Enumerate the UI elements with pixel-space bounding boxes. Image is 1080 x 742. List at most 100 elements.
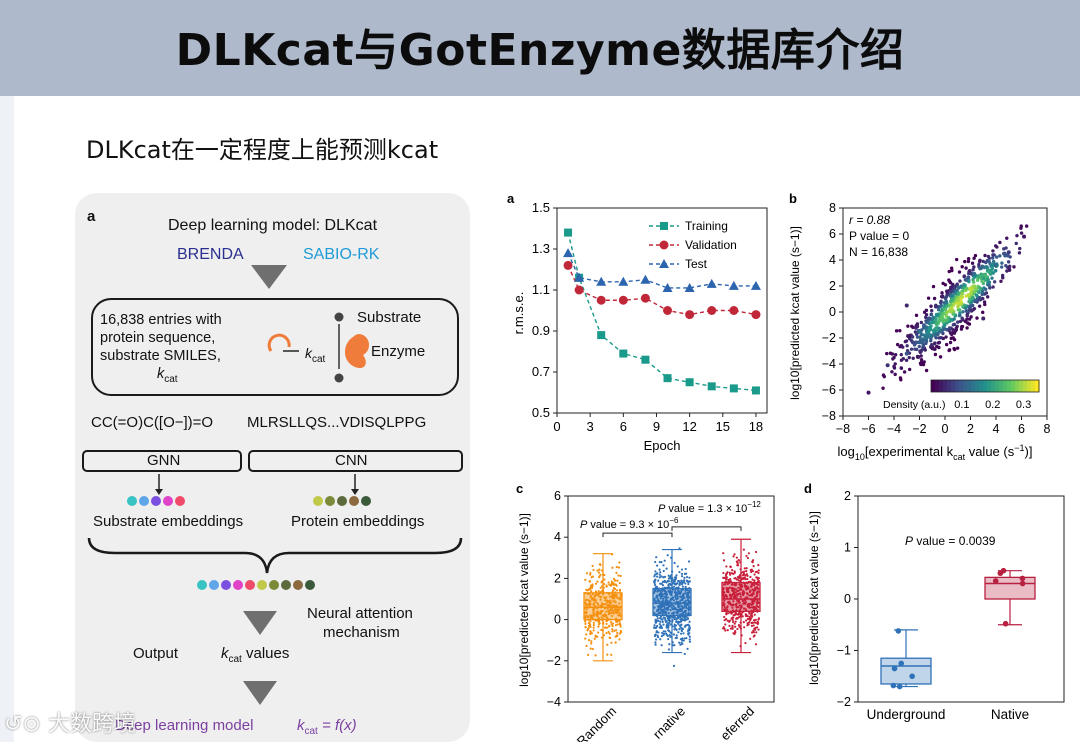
- chart-b-point: [955, 346, 960, 350]
- chart-b-point: [965, 312, 969, 317]
- chart-c-point-alternative: [677, 592, 681, 595]
- chart-c-point-random: [588, 580, 591, 583]
- chart-c-point-alternative: [684, 612, 687, 615]
- substrate-dot-icon: [334, 312, 344, 322]
- chart-b-point: [951, 312, 955, 316]
- chart-b-point: [1006, 254, 1010, 258]
- chart-c-point-preferred: [756, 577, 759, 581]
- chart-c-point-alternative: [659, 597, 662, 600]
- chart-c-point-preferred: [753, 579, 756, 582]
- chart-b-point: [951, 293, 955, 298]
- chart-d-panel-label: d: [804, 481, 812, 496]
- chart-c-point-preferred: [754, 606, 757, 609]
- chart-c-point-alternative: [664, 596, 667, 599]
- chart-b-point: [940, 295, 945, 299]
- chart-c-point-random: [584, 619, 587, 622]
- chart-b-point: [963, 259, 967, 264]
- chart-c-point-random: [618, 589, 622, 592]
- chart-c-point-random: [586, 628, 589, 631]
- chart-c-point-alternative: [656, 590, 659, 593]
- chart-c-point-preferred: [734, 588, 738, 591]
- chart-b-point: [963, 319, 968, 324]
- chart-c-point-preferred: [755, 576, 758, 579]
- chart-b-point: [948, 340, 953, 345]
- chart-b-point: [940, 329, 944, 333]
- chart-b-point: [933, 305, 938, 309]
- chart-c-point-alternative: [671, 596, 675, 599]
- chart-b-colorbar-segment: [935, 380, 940, 392]
- chart-c-point-random: [592, 629, 595, 632]
- chart-c-point-preferred: [726, 612, 730, 615]
- chart-a-point-training: [685, 378, 694, 387]
- chart-c-point-alternative: [653, 575, 656, 578]
- chart-b-colorbar-segment: [1035, 380, 1040, 392]
- chart-b-point: [969, 315, 973, 319]
- chart-d-box-underground: [880, 657, 932, 685]
- chart-a-point-test: [596, 276, 607, 286]
- chart-c-point-alternative: [680, 575, 684, 578]
- chart-c-point-alternative: [683, 604, 687, 607]
- chart-b-point: [881, 373, 886, 377]
- chart-c-point-random: [606, 607, 609, 611]
- chart-c-point-alternative: [683, 576, 686, 579]
- chart-c-point-random: [600, 616, 603, 619]
- chart-c-point-alternative: [678, 580, 681, 583]
- chart-b-point: [972, 256, 976, 260]
- chart-c-point-preferred: [734, 582, 738, 586]
- chart-c-point-alternative: [660, 634, 664, 638]
- chart-a-point-training: [751, 386, 760, 395]
- chart-d-point-underground: [895, 628, 902, 634]
- chart-c-point-preferred: [738, 583, 741, 586]
- chart-b-xlabel: log10[experimental kcat value (s−1)]: [838, 443, 1033, 462]
- chart-c-point-preferred: [738, 576, 741, 580]
- chart-c-point-random: [611, 630, 614, 633]
- chart-c-point-alternative: [658, 605, 662, 608]
- chart-b-point: [898, 328, 902, 333]
- chart-c-point-random: [613, 579, 616, 582]
- chart-c-point-preferred: [723, 615, 726, 619]
- chart-c-point-alternative: [684, 589, 687, 592]
- chart-c-point-alternative: [683, 625, 686, 628]
- chart-c-point-preferred: [740, 588, 743, 591]
- chart-c-point-random: [605, 596, 608, 599]
- chart-b-colorbar-segment: [995, 380, 1000, 392]
- chart-c-point-preferred: [744, 641, 747, 645]
- chart-b-point: [967, 279, 971, 284]
- chart-c-point-preferred: [748, 617, 751, 620]
- chart-b-colorbar-segment: [999, 380, 1004, 392]
- chart-c-point-random: [615, 620, 618, 623]
- chart-b-point: [910, 339, 914, 344]
- chart-c-point-random: [594, 601, 597, 604]
- chart-c-point-alternative: [669, 623, 672, 626]
- chart-b-point: [881, 386, 885, 390]
- chart-a-point-validation: [729, 306, 739, 315]
- chart-c-point-alternative: [683, 592, 687, 595]
- chart-a-legend-marker: [660, 222, 668, 230]
- chart-b-point: [924, 339, 929, 344]
- chart-a-point-test: [563, 248, 574, 258]
- chart-b-point: [938, 355, 943, 359]
- chart-b-point: [885, 363, 890, 368]
- chart-c-point-random: [592, 623, 595, 627]
- chart-d-ytick-label: −2: [837, 695, 851, 709]
- chart-c-point-random: [611, 622, 615, 625]
- chart-c-point-random: [614, 610, 617, 613]
- chart-b-point: [973, 287, 978, 291]
- chart-c-point-random: [589, 573, 592, 576]
- chart-c-point-random: [606, 626, 609, 629]
- chart-c-point-preferred: [746, 556, 749, 560]
- chart-c-point-random: [598, 575, 601, 578]
- chart-b-point: [964, 278, 968, 283]
- chart-c-point-random: [599, 563, 602, 567]
- chart-c-point-random: [612, 612, 615, 615]
- chart-c-point-random: [592, 611, 595, 614]
- chart-b-point: [962, 274, 966, 279]
- chart-c-point-alternative: [661, 589, 664, 592]
- chart-b-colorbar-frame: [930, 379, 1040, 393]
- enzyme-icon: [345, 333, 369, 369]
- chart-a-legend-label: Test: [685, 257, 708, 271]
- chart-c-point-preferred: [752, 607, 755, 610]
- chart-c-ytick-label: −2: [547, 654, 561, 668]
- chart-b-point: [985, 295, 990, 299]
- chart-b-xtick-label: −2: [912, 422, 926, 436]
